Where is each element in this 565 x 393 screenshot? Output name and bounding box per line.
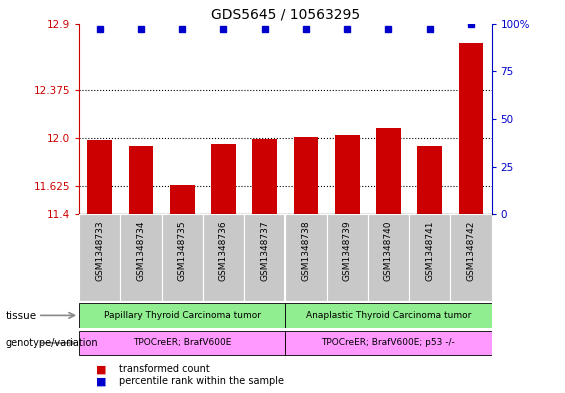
Text: GSM1348733: GSM1348733 <box>95 220 104 281</box>
Text: transformed count: transformed count <box>119 364 210 375</box>
Bar <box>327 214 368 301</box>
Text: GSM1348741: GSM1348741 <box>425 220 434 281</box>
Bar <box>285 303 492 328</box>
Text: GSM1348739: GSM1348739 <box>343 220 351 281</box>
Text: TPOCreER; BrafV600E: TPOCreER; BrafV600E <box>133 338 232 347</box>
Text: GSM1348736: GSM1348736 <box>219 220 228 281</box>
Text: ■: ■ <box>96 376 107 386</box>
Bar <box>170 185 194 214</box>
Text: tissue: tissue <box>6 310 37 321</box>
Text: GSM1348737: GSM1348737 <box>260 220 269 281</box>
Bar <box>88 140 112 214</box>
Bar <box>79 303 285 328</box>
Title: GDS5645 / 10563295: GDS5645 / 10563295 <box>211 7 360 21</box>
Bar <box>368 214 409 301</box>
Bar <box>450 214 492 301</box>
Bar <box>244 214 285 301</box>
Bar <box>418 145 442 214</box>
Bar <box>79 331 285 355</box>
Bar <box>253 139 277 214</box>
Bar <box>335 136 359 214</box>
Text: genotype/variation: genotype/variation <box>6 338 98 348</box>
Text: GSM1348740: GSM1348740 <box>384 220 393 281</box>
Text: GSM1348735: GSM1348735 <box>178 220 186 281</box>
Text: ■: ■ <box>96 364 107 375</box>
Bar <box>211 144 236 214</box>
Text: TPOCreER; BrafV600E; p53 -/-: TPOCreER; BrafV600E; p53 -/- <box>321 338 455 347</box>
Text: Anaplastic Thyroid Carcinoma tumor: Anaplastic Thyroid Carcinoma tumor <box>306 311 471 320</box>
Text: GSM1348742: GSM1348742 <box>467 220 475 281</box>
Bar <box>129 145 153 214</box>
Bar <box>294 137 318 214</box>
Bar <box>162 214 203 301</box>
Text: GSM1348734: GSM1348734 <box>137 220 145 281</box>
Text: percentile rank within the sample: percentile rank within the sample <box>119 376 284 386</box>
Bar <box>203 214 244 301</box>
Bar <box>376 128 401 214</box>
Bar <box>285 214 327 301</box>
Bar <box>409 214 450 301</box>
Bar <box>459 43 483 214</box>
Bar <box>120 214 162 301</box>
Bar <box>285 331 492 355</box>
Text: GSM1348738: GSM1348738 <box>302 220 310 281</box>
Bar <box>79 214 120 301</box>
Text: Papillary Thyroid Carcinoma tumor: Papillary Thyroid Carcinoma tumor <box>104 311 260 320</box>
